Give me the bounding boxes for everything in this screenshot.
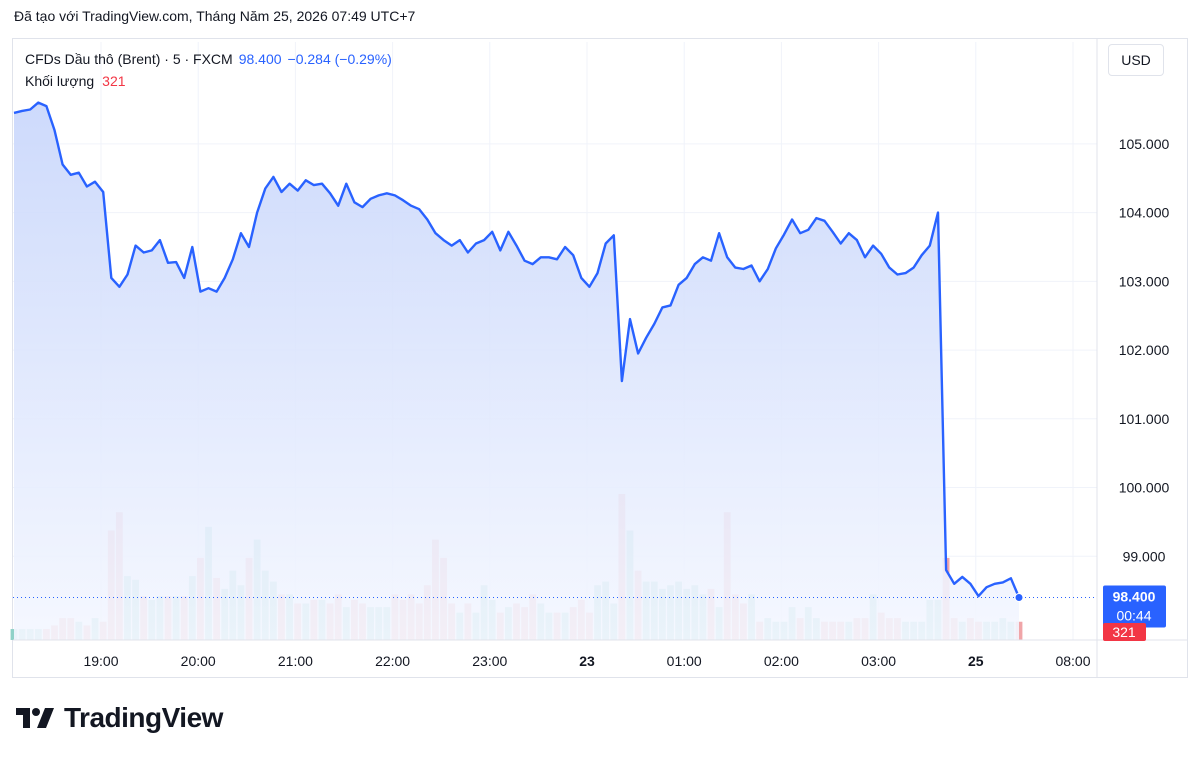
chart-frame bbox=[12, 38, 1188, 678]
y-tick-label: 103.000 bbox=[1119, 273, 1170, 289]
tradingview-logo-icon bbox=[16, 708, 54, 728]
x-tick-label: 22:00 bbox=[375, 653, 410, 669]
last-price-value: 98.400 bbox=[238, 51, 282, 67]
x-tick-label: 25 bbox=[968, 653, 984, 669]
x-tick-label: 01:00 bbox=[667, 653, 702, 669]
last-price-marker bbox=[1014, 593, 1024, 603]
symbol-label[interactable]: CFDs Dầu thô (Brent) · 5 · FXCM bbox=[25, 51, 233, 67]
x-tick-label: 19:00 bbox=[83, 653, 118, 669]
brand-name: TradingView bbox=[64, 702, 223, 733]
x-tick-label: 23 bbox=[579, 653, 595, 669]
y-tick-label: 102.000 bbox=[1119, 342, 1170, 358]
price-area-fill bbox=[14, 102, 1019, 641]
y-tick-label: 101.000 bbox=[1119, 411, 1170, 427]
volume-label[interactable]: Khối lượng bbox=[25, 73, 95, 89]
currency-button[interactable]: USD bbox=[1108, 44, 1164, 76]
volume-badge bbox=[1103, 623, 1146, 641]
x-tick-label: 02:00 bbox=[764, 653, 799, 669]
price-line[interactable] bbox=[13, 101, 1021, 598]
last-price-badge-label: 98.400 bbox=[1113, 589, 1156, 605]
y-tick-label: 104.000 bbox=[1119, 205, 1170, 221]
legend-symbol-row: CFDs Dầu thô (Brent) · 5 · FXCM 98.400 −0.… bbox=[25, 48, 392, 70]
x-tick-label: 20:00 bbox=[181, 653, 216, 669]
price-change: −0.284 (−0.29%) bbox=[287, 51, 392, 67]
volume-badge-label: 321 bbox=[1112, 624, 1136, 640]
last-price-badge bbox=[1103, 585, 1166, 628]
y-tick-label: 105.000 bbox=[1119, 136, 1170, 152]
x-tick-label: 03:00 bbox=[861, 653, 896, 669]
y-tick-label: 100.000 bbox=[1119, 480, 1170, 496]
y-tick-label: 99.000 bbox=[1123, 548, 1166, 564]
tradingview-brand: TradingView bbox=[16, 702, 223, 734]
chart-legend: CFDs Dầu thô (Brent) · 5 · FXCM 98.400 −0.… bbox=[25, 48, 392, 92]
x-tick-label: 21:00 bbox=[278, 653, 313, 669]
legend-volume-row: Khối lượng 321 bbox=[25, 70, 392, 92]
volume-value: 321 bbox=[102, 73, 126, 89]
created-with-caption: Đã tạo với TradingView.com, Tháng Năm 25… bbox=[14, 8, 416, 24]
bar-countdown-label: 00:44 bbox=[1116, 608, 1151, 624]
x-tick-label: 08:00 bbox=[1055, 653, 1090, 669]
x-tick-label: 23:00 bbox=[472, 653, 507, 669]
